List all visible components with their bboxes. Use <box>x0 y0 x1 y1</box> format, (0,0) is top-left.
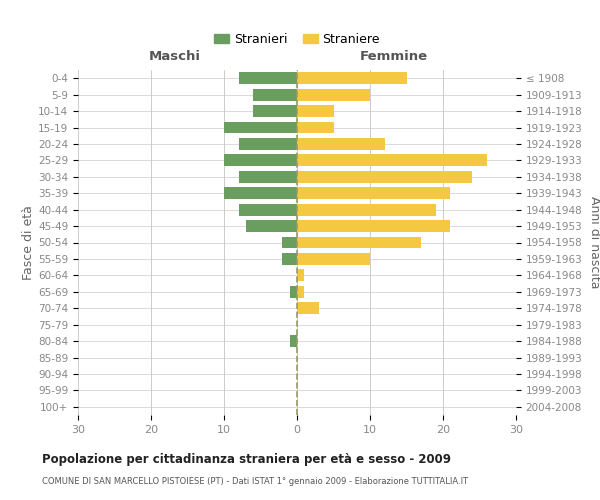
Text: Popolazione per cittadinanza straniera per età e sesso - 2009: Popolazione per cittadinanza straniera p… <box>42 452 451 466</box>
Bar <box>297 188 450 199</box>
Text: Maschi: Maschi <box>148 50 200 63</box>
Bar <box>290 335 297 347</box>
Bar <box>239 171 297 182</box>
Bar <box>297 72 407 84</box>
Bar <box>239 138 297 150</box>
Bar <box>239 72 297 84</box>
Bar <box>253 88 297 101</box>
Text: Femmine: Femmine <box>359 50 427 63</box>
Bar <box>297 88 370 101</box>
Bar <box>224 188 297 199</box>
Y-axis label: Anni di nascita: Anni di nascita <box>588 196 600 289</box>
Bar <box>297 204 436 216</box>
Bar <box>224 154 297 166</box>
Bar <box>290 286 297 298</box>
Bar <box>297 154 487 166</box>
Bar <box>297 138 385 150</box>
Bar <box>246 220 297 232</box>
Bar <box>283 236 297 248</box>
Bar <box>297 253 370 265</box>
Bar <box>224 122 297 134</box>
Bar <box>239 204 297 216</box>
Bar <box>253 105 297 117</box>
Bar <box>297 171 472 182</box>
Text: COMUNE DI SAN MARCELLO PISTOIESE (PT) - Dati ISTAT 1° gennaio 2009 - Elaborazion: COMUNE DI SAN MARCELLO PISTOIESE (PT) - … <box>42 478 468 486</box>
Bar <box>297 220 450 232</box>
Bar <box>297 270 304 281</box>
Bar <box>297 302 319 314</box>
Bar <box>297 105 334 117</box>
Bar <box>297 122 334 134</box>
Bar <box>297 286 304 298</box>
Bar <box>283 253 297 265</box>
Bar <box>297 236 421 248</box>
Y-axis label: Fasce di età: Fasce di età <box>22 205 35 280</box>
Legend: Stranieri, Straniere: Stranieri, Straniere <box>209 28 385 51</box>
